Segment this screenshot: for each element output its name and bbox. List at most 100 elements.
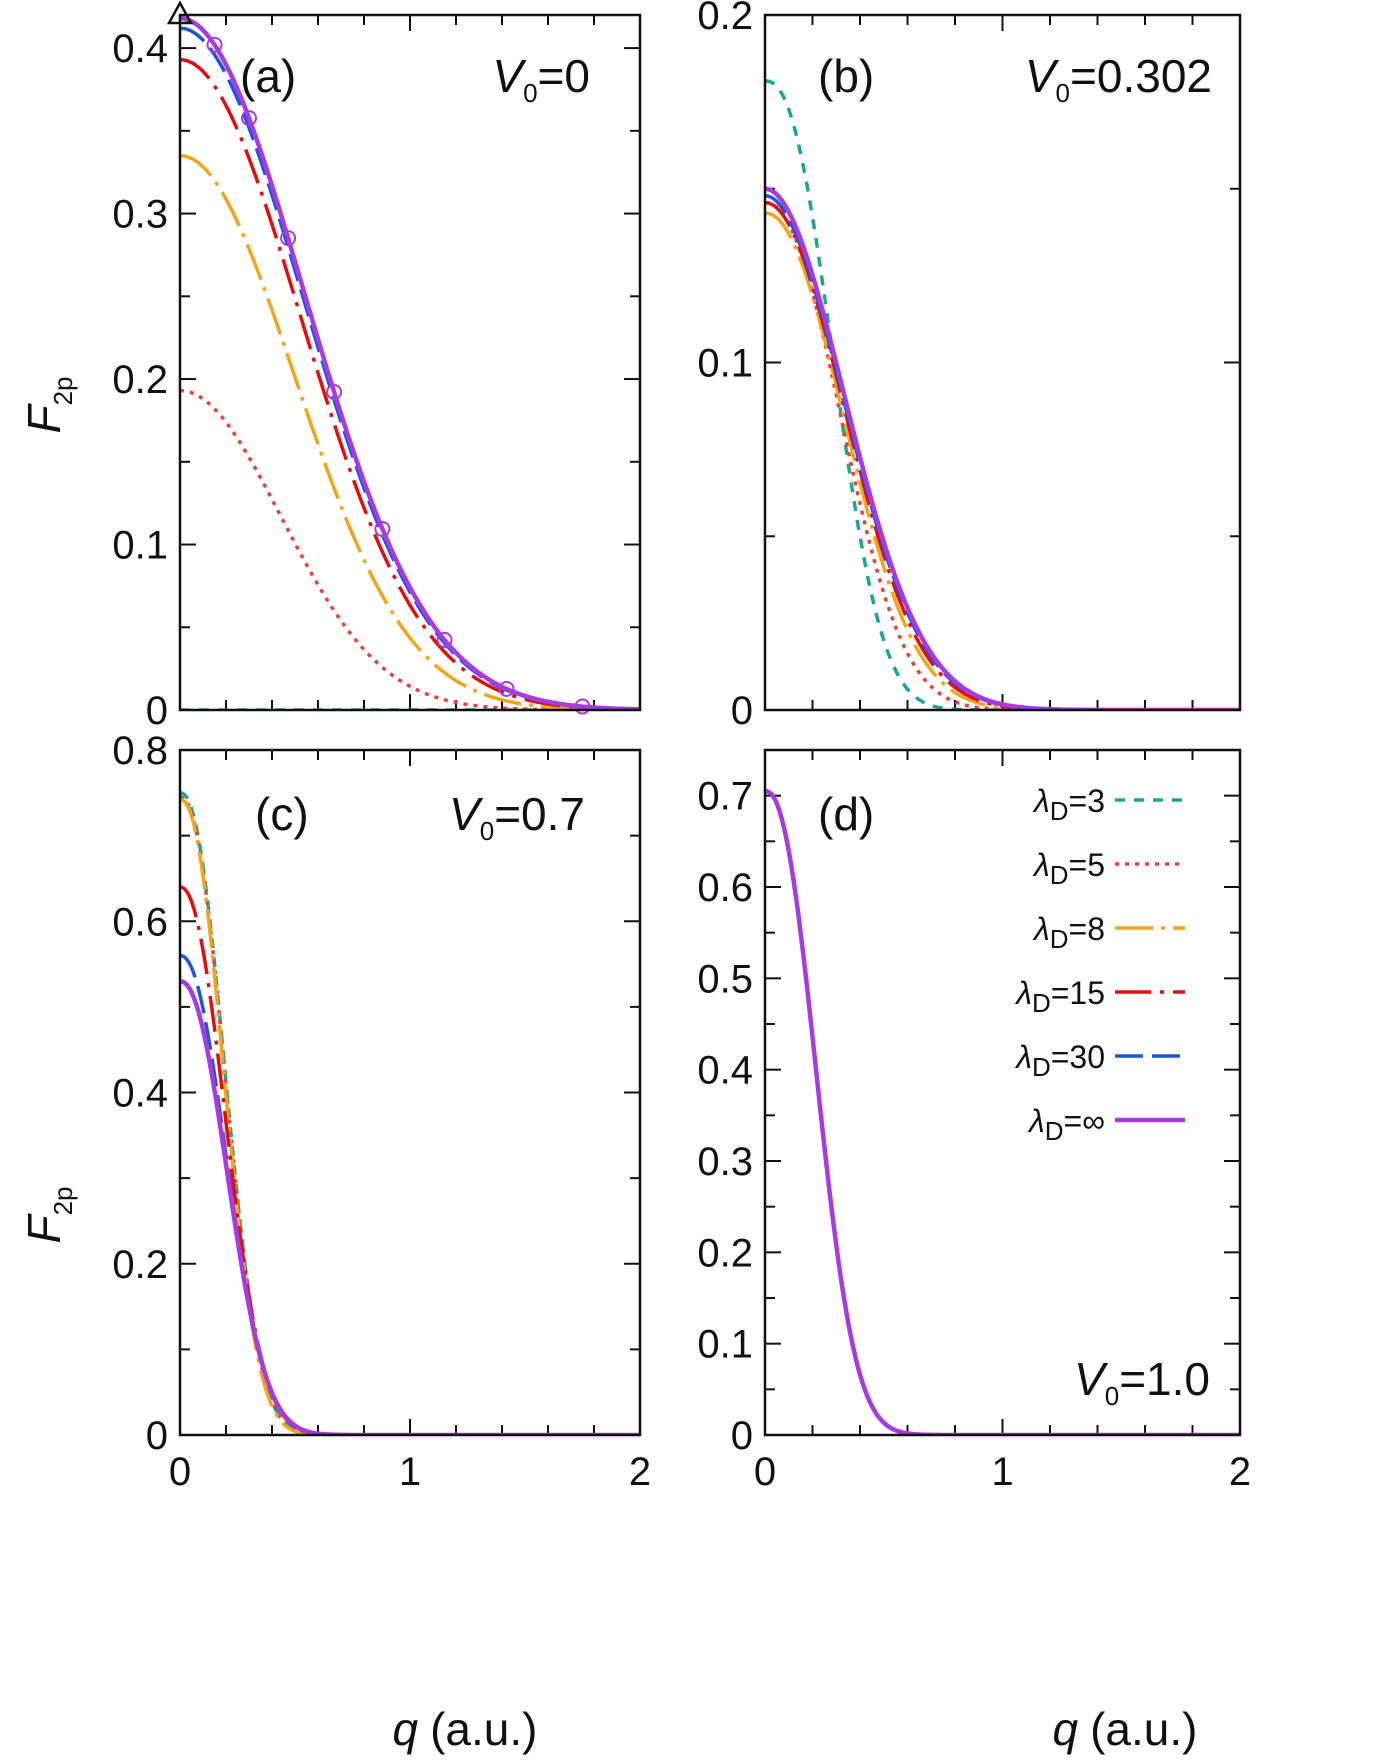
y-tick-label: 0.6 [112, 900, 168, 944]
series-line-linf [765, 186, 1240, 710]
legend-lambda: λ [1032, 783, 1050, 819]
y-tick-label: 0.2 [697, 1231, 753, 1275]
series-line-l15 [180, 885, 640, 1435]
reference-circle-marker [436, 631, 453, 648]
plot-frame [178, 748, 642, 1437]
series-line-l3 [180, 791, 640, 1435]
series-line-l30 [765, 193, 1240, 710]
legend-lambda: λ [1032, 847, 1050, 883]
v0-sub: 0 [1056, 78, 1070, 108]
y-tick-label: 0.2 [112, 358, 168, 402]
v0-sub: 0 [1105, 1381, 1119, 1411]
v0-annotation: V0=0 [492, 50, 590, 108]
y-tick-label: 0 [731, 689, 753, 733]
v0-sub: 0 [480, 816, 494, 846]
y-tick-label: 0 [146, 1414, 168, 1458]
legend-sub: D [1045, 1116, 1064, 1146]
series-line-l5 [765, 200, 1240, 710]
x-axis-title-left: q (a.u.) [393, 1703, 538, 1755]
legend-sub: D [1050, 796, 1069, 826]
x-tick-label: 0 [754, 1450, 776, 1494]
y-tick-label: 0.2 [697, 0, 753, 38]
reference-circle-marker [280, 230, 297, 247]
y-tick-label: 0.7 [697, 775, 753, 819]
x-axis-title-var-2: q [1053, 1703, 1079, 1755]
panel-label: (b) [818, 50, 874, 102]
v0-sub: 0 [523, 78, 537, 108]
reference-circle-marker [374, 521, 391, 538]
x-tick-label: 1 [991, 1450, 1013, 1494]
series-group [180, 791, 640, 1435]
legend-value: =8 [1069, 911, 1105, 947]
legend-lambda: λ [1027, 1103, 1045, 1139]
y-tick-label: 0.4 [112, 27, 168, 71]
y-tick-label: 0.3 [697, 1140, 753, 1184]
series-group [765, 79, 1240, 710]
reference-circle-marker [498, 680, 515, 697]
x-tick-label: 0 [169, 1450, 191, 1494]
legend-label: λD=8 [1032, 911, 1105, 954]
legend-label: λD=15 [1014, 975, 1105, 1018]
y-tick-label: 0.1 [697, 342, 753, 386]
series-line-linf [180, 16, 640, 710]
legend-label: λD=3 [1032, 783, 1105, 826]
series-group [765, 788, 1240, 1435]
v0-value: =0 [538, 50, 590, 102]
y-axis-title-sub: 2p [48, 376, 78, 405]
panel-c: 00.20.40.60.80 1 2(c) V0=0.7 [112, 729, 651, 1494]
y-axis-title-var-2: F [18, 1213, 70, 1244]
v0-var: V [1074, 1353, 1109, 1405]
panel-a: 00.10.20.30.4(a) V0=0 [112, 0, 642, 733]
legend-sub: D [1032, 988, 1051, 1018]
legend-lambda: λ [1014, 1039, 1032, 1075]
v0-var: V [1025, 50, 1060, 102]
x-tick-label: 1 [399, 1450, 421, 1494]
legend-label: λD=∞ [1027, 1103, 1105, 1146]
series-line-l15 [765, 200, 1240, 710]
y-tick-label: 0.5 [697, 957, 753, 1001]
x-axis-title-unit-2: (a.u.) [1090, 1703, 1197, 1755]
series-line-l5 [180, 795, 640, 1435]
v0-value: =0.7 [494, 788, 585, 840]
series-group [180, 16, 640, 710]
y-tick-label: 0.1 [697, 1323, 753, 1367]
svg-text:F2p: F2p [18, 1186, 78, 1243]
series-line-l5 [180, 388, 640, 710]
legend-item-linf: λD=∞ [1027, 1103, 1185, 1146]
legend-value: =30 [1051, 1039, 1105, 1075]
legend-item-l8: λD=8 [1032, 911, 1185, 954]
legend-sub: D [1050, 860, 1069, 890]
x-axis-title-unit: (a.u.) [430, 1703, 537, 1755]
v0-value: =1.0 [1119, 1353, 1210, 1405]
reference-circle-marker [326, 384, 343, 401]
legend-sub: D [1032, 1052, 1051, 1082]
x-tick-label: 2 [629, 1450, 651, 1494]
y-tick-label: 0 [146, 689, 168, 733]
x-tick-label: 2 [1229, 1450, 1251, 1494]
x-axis-title-right: q (a.u.) [1053, 1703, 1198, 1755]
v0-value: =0.302 [1070, 50, 1212, 102]
legend-item-l3: λD=3 [1032, 783, 1185, 826]
reference-circle-marker [206, 36, 223, 53]
legend-value: =15 [1051, 975, 1105, 1011]
panel-b: 00.10.2(b) V0=0.302 [697, 0, 1242, 733]
legend-item-l5: λD=5 [1032, 847, 1185, 890]
panel-label: (c) [255, 788, 309, 840]
series-line-l8 [180, 153, 640, 710]
legend-value: =5 [1069, 847, 1105, 883]
y-tick-label: 0.4 [112, 1072, 168, 1116]
plot-frame [763, 748, 1242, 1437]
panel-label: (d) [818, 788, 874, 840]
y-tick-label: 0.6 [697, 866, 753, 910]
legend-lambda: λ [1014, 975, 1032, 1011]
legend-lambda: λ [1032, 911, 1050, 947]
y-tick-label: 0.3 [112, 193, 168, 237]
series-line-l8 [765, 211, 1240, 710]
y-tick-label: 0.8 [112, 729, 168, 773]
y-tick-label: 0.1 [112, 524, 168, 568]
y-axis-title-var: F [18, 403, 70, 434]
plot-frame [178, 13, 642, 712]
plots-layer: 00.10.20.30.4(a) V0=000.10.2(b) V0=0.30200… [112, 0, 1251, 1494]
